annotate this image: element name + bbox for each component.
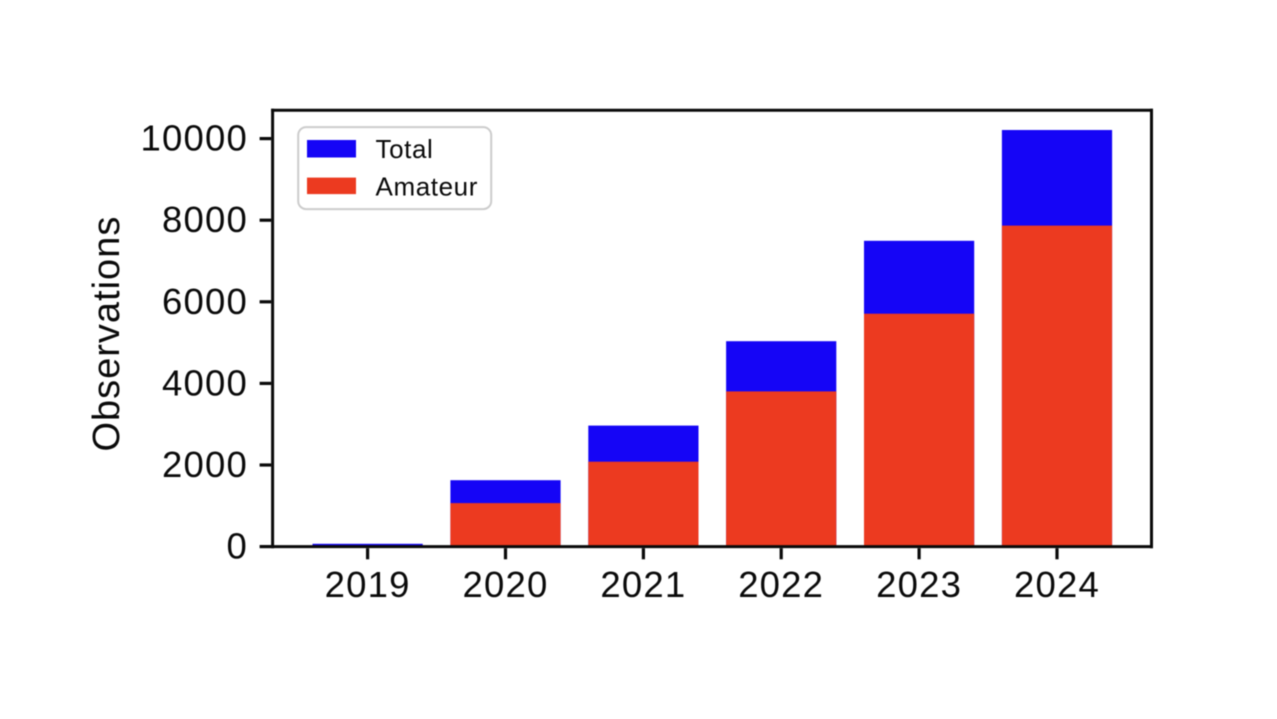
svg-text:Observations: Observations [86,216,128,452]
svg-text:2023: 2023 [876,564,962,605]
svg-text:4000: 4000 [162,362,248,403]
svg-text:2020: 2020 [463,564,549,605]
svg-text:2022: 2022 [738,564,824,605]
svg-text:8000: 8000 [162,199,248,240]
svg-text:0: 0 [227,526,249,567]
svg-text:2019: 2019 [325,564,411,605]
svg-text:10000: 10000 [141,118,249,159]
svg-text:2024: 2024 [1014,564,1100,605]
svg-text:Total: Total [376,134,434,164]
svg-text:2021: 2021 [600,564,686,605]
svg-text:Amateur: Amateur [376,172,478,202]
svg-text:2000: 2000 [162,444,248,485]
svg-text:6000: 6000 [162,281,248,322]
